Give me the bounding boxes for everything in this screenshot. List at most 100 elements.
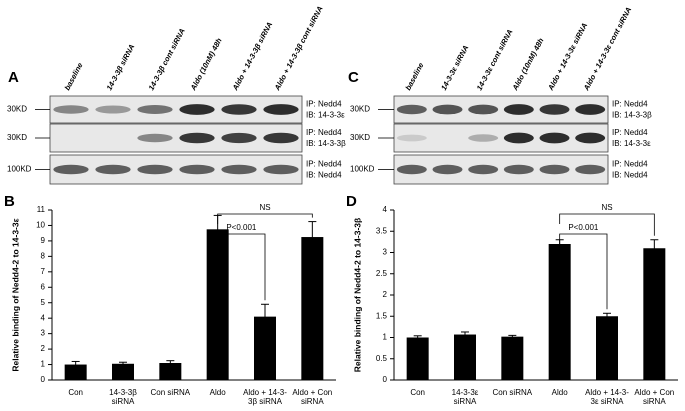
ip-label: IP: Nedd4 — [306, 128, 342, 137]
y-tick-label: 8 — [41, 251, 46, 260]
lane-label: 14-3-3ε siRNA — [439, 44, 470, 92]
blot-band — [179, 104, 215, 115]
significance-label: NS — [601, 203, 612, 212]
y-tick-label: 1.5 — [376, 311, 388, 320]
lane-label: baseline — [403, 61, 425, 92]
y-tick-label: 2.5 — [376, 269, 388, 278]
blot-frame — [393, 154, 609, 185]
ip-label: IP: Nedd4 — [306, 160, 342, 169]
size-label: 30KD — [7, 105, 27, 114]
ib-label: IB: 14-3-3β — [306, 139, 346, 148]
x-tick-label: Aldo + 14-3-3ε siRNA — [585, 388, 629, 406]
error-bar — [413, 335, 422, 340]
y-tick-label: 4 — [383, 205, 388, 214]
blot-band — [432, 104, 463, 115]
blot-band — [468, 104, 499, 115]
error-bar — [71, 360, 80, 369]
blot-band — [179, 132, 215, 144]
ip-label: IP: Nedd4 — [612, 100, 648, 109]
significance-label: NS — [259, 203, 270, 212]
blot-band — [503, 164, 534, 175]
blot-band — [137, 133, 173, 143]
bar — [112, 363, 134, 380]
blot-band — [221, 132, 257, 144]
blot-band — [503, 104, 534, 115]
size-label: 100KD — [7, 165, 32, 174]
ip-label: IP: Nedd4 — [306, 100, 342, 109]
y-axis-label: Relative binding of Nedd4-2 to 14-3-3β — [352, 218, 362, 372]
error-bar — [261, 303, 269, 330]
lane-label: 14-3-3β siRNA — [105, 43, 137, 92]
panel-letter: D — [346, 193, 357, 210]
blot-band — [503, 132, 534, 144]
y-tick-label: 5 — [41, 298, 46, 307]
error-bar — [166, 360, 175, 366]
bar — [643, 248, 666, 380]
y-tick-label: 2 — [41, 344, 46, 353]
blot-band — [468, 164, 499, 175]
error-bar — [308, 221, 317, 253]
blot-band — [137, 164, 173, 175]
lane-label: Aldo (10nM) 48h — [510, 36, 546, 93]
blot-band — [53, 164, 89, 175]
panel-letter: B — [4, 193, 15, 210]
bar — [501, 336, 524, 380]
bar — [206, 229, 229, 380]
y-tick-label: 1 — [41, 360, 46, 369]
blot-band — [137, 105, 173, 114]
y-tick-label: 4 — [41, 313, 46, 322]
blot-band — [539, 132, 570, 144]
blot-band — [179, 164, 215, 175]
blot-band — [221, 164, 257, 175]
lane-label: baseline — [63, 61, 85, 92]
ib-label: IB: Nedd4 — [612, 171, 648, 180]
y-tick-label: 6 — [41, 282, 46, 291]
y-axis-label: Relative binding of Nedd4-2 to 14-3-3ε — [10, 218, 20, 371]
ib-label: IB: 14-3-3ε — [306, 111, 345, 120]
x-tick-label: Aldo + Con siRNA — [634, 388, 675, 406]
bar — [454, 334, 476, 380]
x-tick-label: Aldo — [551, 388, 568, 397]
ip-label: IP: Nedd4 — [612, 160, 648, 169]
y-tick-label: 0.5 — [376, 354, 388, 363]
significance-bracket — [559, 213, 655, 236]
blot-band — [432, 164, 463, 175]
bar — [159, 363, 182, 380]
error-bar — [508, 334, 517, 339]
ib-label: IB: 14-3-3ε — [612, 139, 651, 148]
bar — [548, 244, 571, 380]
lane-label: Aldo + 14-3-3β cont siRNA — [272, 5, 325, 93]
bar — [64, 364, 87, 380]
x-tick-label: Aldo — [209, 388, 226, 397]
x-tick-label: Aldo + Con siRNA — [292, 388, 333, 406]
lane-label: Aldo (10nM) 48h — [188, 36, 224, 93]
blot-band — [263, 164, 299, 175]
x-tick-label: Con siRNA — [492, 388, 533, 397]
blot-band — [263, 132, 299, 144]
blot-band — [396, 134, 427, 142]
significance-bracket — [217, 233, 266, 301]
blot-band — [575, 104, 606, 115]
error-bar — [603, 312, 611, 320]
blot-band — [539, 164, 570, 175]
error-bar — [461, 331, 469, 338]
blot-band — [263, 104, 299, 115]
size-label: 30KD — [7, 133, 27, 142]
panel-letter: A — [8, 69, 19, 86]
y-tick-label: 10 — [36, 221, 45, 230]
bar — [596, 316, 618, 380]
blot-band — [468, 134, 499, 142]
size-label: 100KD — [350, 165, 375, 174]
x-tick-label: 14-3-3β siRNA — [109, 388, 137, 406]
lane-label: 14-3-3ε cont siRNA — [475, 28, 515, 92]
blot-band — [221, 104, 257, 115]
blot-band — [95, 105, 131, 114]
blot-band — [53, 105, 89, 114]
y-tick-label: 0 — [41, 375, 46, 384]
y-tick-label: 3 — [383, 248, 388, 257]
ib-label: IB: Nedd4 — [306, 171, 342, 180]
error-bar — [119, 361, 127, 366]
size-label: 30KD — [350, 133, 370, 142]
